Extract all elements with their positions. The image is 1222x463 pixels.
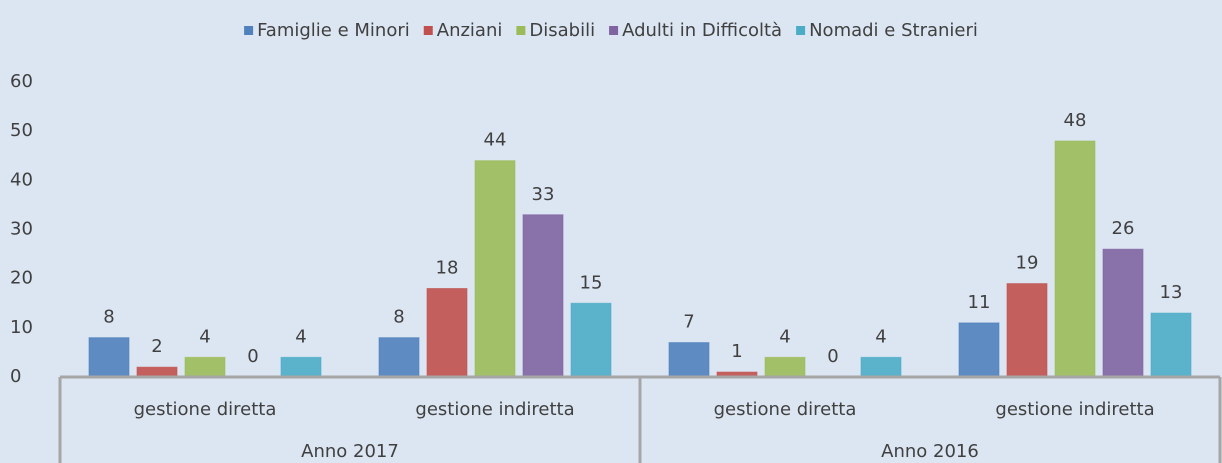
legend-swatch — [609, 26, 619, 35]
data-label: 2 — [151, 336, 162, 357]
x-tick-label: gestione diretta — [134, 399, 277, 420]
data-label: 4 — [779, 326, 790, 347]
x-tick-label: gestione diretta — [714, 399, 857, 420]
bar — [474, 160, 516, 378]
bar — [668, 342, 710, 378]
bar — [958, 322, 1000, 378]
data-label: 15 — [580, 272, 603, 293]
legend-swatch — [423, 26, 433, 35]
legend-label: Famiglie e Minori — [257, 20, 410, 41]
bar — [764, 356, 806, 378]
data-label: 44 — [484, 130, 507, 151]
data-label: 8 — [393, 307, 404, 328]
group-label: Anno 2016 — [881, 441, 979, 462]
data-label: 4 — [199, 326, 210, 347]
legend-label: Nomadi e Stranieri — [809, 20, 978, 41]
y-tick-label: 50 — [10, 120, 33, 141]
data-label: 19 — [1016, 253, 1039, 274]
bar — [1102, 248, 1144, 378]
data-label: 13 — [1160, 282, 1183, 303]
bar — [1054, 140, 1096, 378]
data-label: 1 — [731, 341, 742, 362]
data-label: 11 — [968, 292, 991, 313]
y-tick-label: 30 — [10, 219, 33, 240]
data-label: 7 — [683, 312, 694, 333]
data-label: 0 — [827, 346, 838, 367]
data-label: 0 — [247, 346, 258, 367]
data-label: 4 — [295, 326, 306, 347]
data-label: 4 — [875, 326, 886, 347]
y-tick-label: 10 — [10, 317, 33, 338]
legend-swatch — [796, 26, 806, 35]
data-label: 48 — [1064, 110, 1087, 131]
legend-swatch — [516, 26, 526, 35]
y-tick-label: 0 — [10, 366, 21, 387]
group-label: Anno 2017 — [301, 441, 399, 462]
y-tick-label: 20 — [10, 268, 33, 289]
legend-swatch — [244, 26, 254, 35]
bar — [280, 356, 322, 378]
legend-label: Anziani — [437, 20, 503, 41]
bar — [860, 356, 902, 378]
x-tick-label: gestione indiretta — [415, 399, 574, 420]
bar — [378, 337, 420, 378]
y-tick-label: 60 — [10, 71, 33, 92]
bar — [570, 302, 612, 378]
bar — [88, 337, 130, 378]
x-tick-label: gestione indiretta — [995, 399, 1154, 420]
data-label: 26 — [1112, 218, 1135, 239]
bar — [1150, 312, 1192, 378]
bar — [184, 356, 226, 378]
data-label: 8 — [103, 307, 114, 328]
data-label: 33 — [532, 184, 555, 205]
legend-label: Adulti in Difficoltà — [622, 20, 782, 41]
bar — [522, 214, 564, 378]
data-label: 18 — [436, 258, 459, 279]
bar — [1006, 283, 1048, 378]
bar — [426, 288, 468, 378]
y-tick-label: 40 — [10, 169, 33, 190]
legend-label: Disabili — [529, 20, 595, 41]
